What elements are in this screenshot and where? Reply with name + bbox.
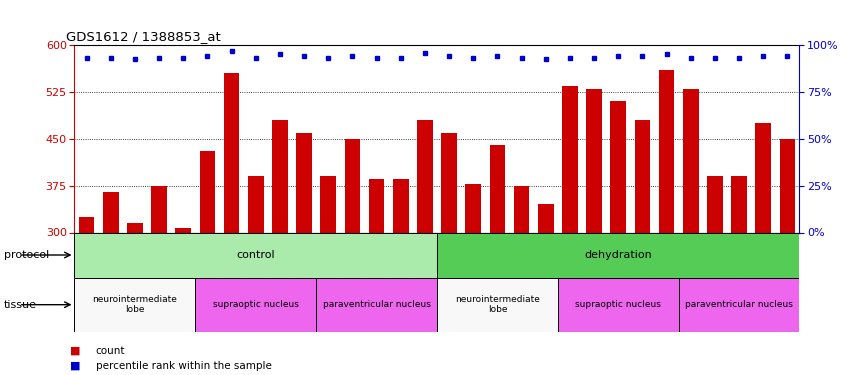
Bar — [74, 278, 195, 332]
Bar — [200, 151, 215, 232]
Bar — [272, 120, 288, 232]
Bar — [678, 278, 799, 332]
Bar — [514, 186, 530, 232]
Bar — [79, 217, 95, 232]
Bar — [562, 86, 578, 232]
Bar — [634, 120, 651, 232]
Text: protocol: protocol — [4, 250, 49, 260]
Bar — [437, 278, 558, 332]
Text: percentile rank within the sample: percentile rank within the sample — [96, 361, 272, 370]
Bar — [755, 123, 771, 232]
Bar — [465, 184, 481, 232]
Bar — [538, 204, 553, 232]
Bar — [248, 176, 264, 232]
Bar — [490, 145, 505, 232]
Text: neurointermediate
lobe: neurointermediate lobe — [92, 295, 178, 314]
Text: neurointermediate
lobe: neurointermediate lobe — [455, 295, 540, 314]
Bar — [195, 278, 316, 332]
Text: dehydration: dehydration — [585, 250, 652, 260]
Bar — [586, 89, 602, 232]
Text: paraventricular nucleus: paraventricular nucleus — [685, 300, 793, 309]
Bar — [296, 132, 312, 232]
Bar — [558, 278, 678, 332]
Text: GDS1612 / 1388853_at: GDS1612 / 1388853_at — [66, 30, 221, 43]
Bar — [707, 176, 722, 232]
Text: control: control — [236, 250, 275, 260]
Bar — [321, 176, 336, 232]
Bar — [683, 89, 699, 232]
Text: ■: ■ — [70, 361, 80, 370]
Bar — [223, 73, 239, 232]
Bar — [437, 232, 799, 278]
Bar — [659, 70, 674, 232]
Bar — [151, 186, 167, 232]
Text: count: count — [96, 346, 125, 355]
Text: paraventricular nucleus: paraventricular nucleus — [322, 300, 431, 309]
Bar — [175, 228, 191, 232]
Bar — [74, 232, 437, 278]
Bar — [127, 223, 143, 232]
Bar — [441, 132, 457, 232]
Bar — [731, 176, 747, 232]
Bar — [417, 120, 433, 232]
Bar — [103, 192, 118, 232]
Text: ■: ■ — [70, 346, 80, 355]
Bar — [369, 179, 384, 232]
Bar — [393, 179, 409, 232]
Text: supraoptic nucleus: supraoptic nucleus — [575, 300, 662, 309]
Bar — [610, 101, 626, 232]
Text: supraoptic nucleus: supraoptic nucleus — [212, 300, 299, 309]
Bar — [316, 278, 437, 332]
Text: tissue: tissue — [4, 300, 37, 310]
Bar — [344, 139, 360, 232]
Bar — [779, 139, 795, 232]
